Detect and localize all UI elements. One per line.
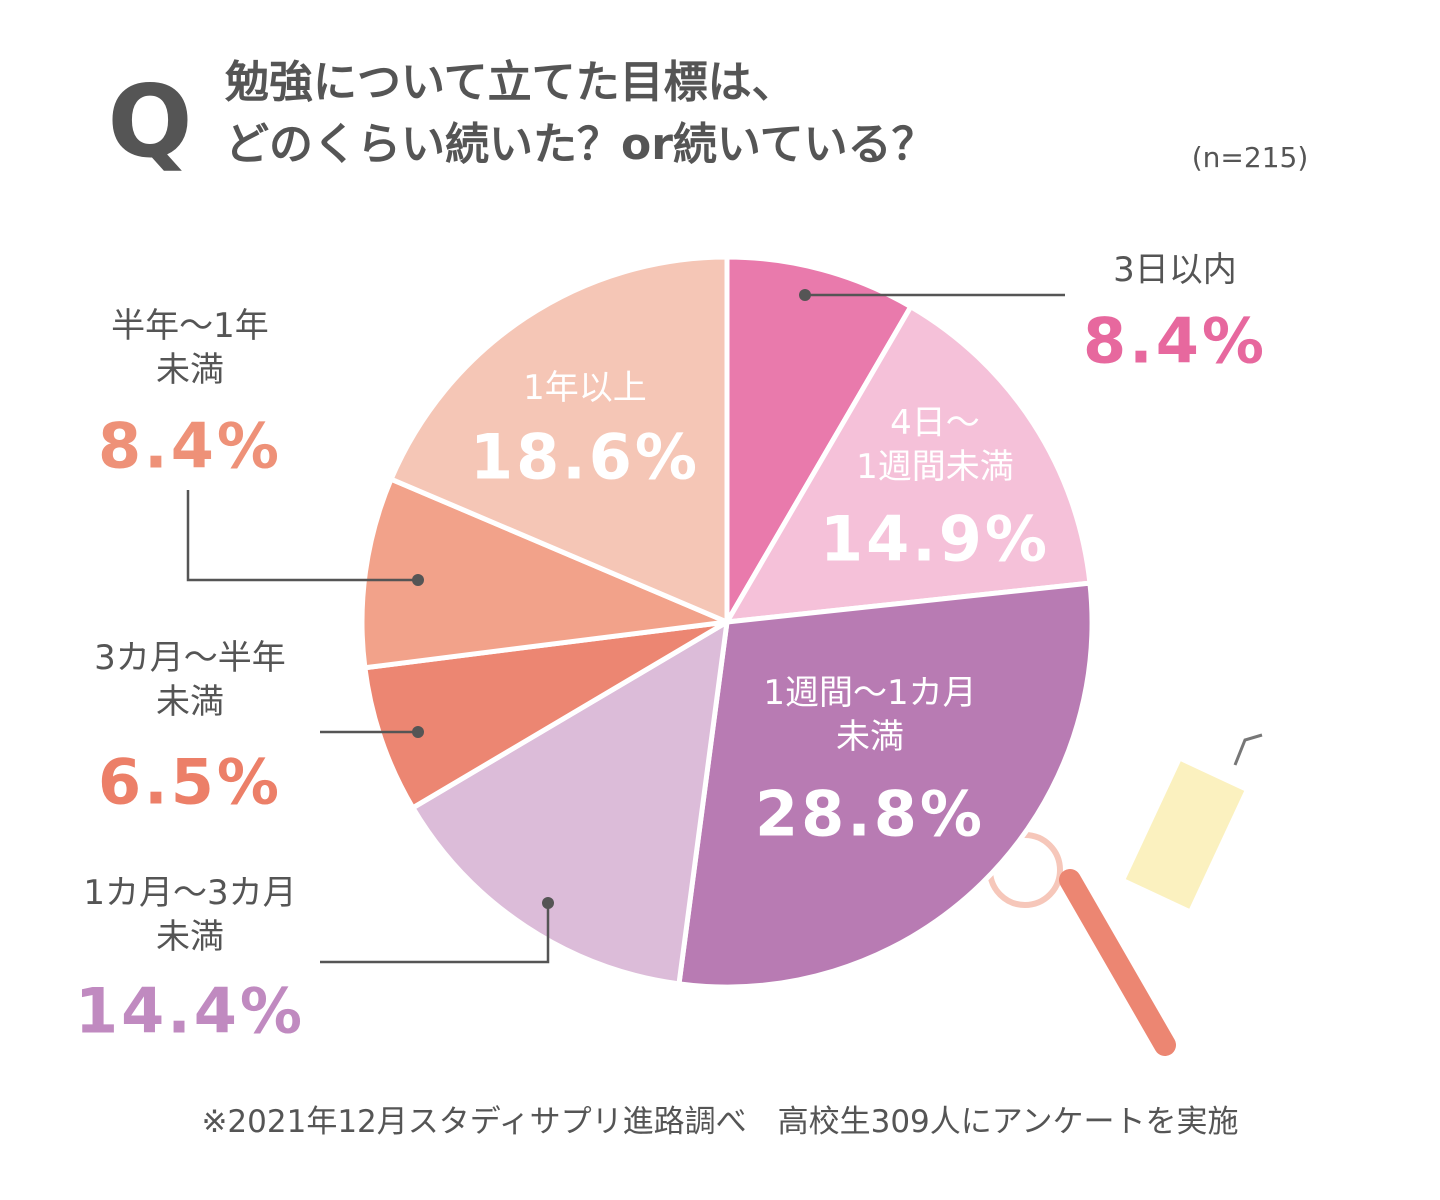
pie-slice: [676, 580, 1095, 990]
category-label: 1週間〜1カ月 未満: [763, 672, 977, 757]
category-label: 4日〜 1週間未満: [856, 402, 1014, 487]
pie-slice: [724, 304, 1093, 625]
leader-line: [186, 490, 418, 582]
tag-string: [1233, 733, 1263, 766]
value-label: 14.4%: [74, 974, 306, 1048]
tag-icon: [1125, 761, 1245, 909]
pie-slice: [388, 254, 730, 625]
value-label: 6.5%: [98, 745, 282, 819]
value-label: 28.8%: [754, 777, 986, 851]
value-label: 8.4%: [1083, 304, 1267, 378]
leader-dot: [412, 574, 424, 586]
value-label: 18.6%: [469, 420, 701, 494]
footnote: ※2021年12月スタディサプリ進路調べ 高校生309人にアンケートを実施: [201, 1103, 1239, 1140]
pie-slice: [362, 619, 730, 811]
pie-slice: [724, 254, 914, 625]
pie-slice: [410, 619, 730, 987]
pen: [1059, 869, 1176, 1056]
category-label: 3日以内: [1113, 249, 1237, 290]
value-label: 14.9%: [819, 502, 1051, 576]
pie-slice: [359, 476, 730, 671]
category-label: 1年以上: [523, 367, 647, 408]
chart-title: 勉強について立てた目標は、 どのくらい続いた？or続いている？: [225, 57, 936, 170]
category-label: 半年〜1年 未満: [111, 305, 269, 390]
leader-dot: [799, 289, 811, 301]
leader-line: [320, 903, 550, 964]
category-label: 1カ月〜3カ月 未満: [83, 872, 297, 957]
leader-dot: [412, 726, 424, 738]
category-label: 3カ月〜半年 未満: [94, 637, 286, 722]
subtitle: (n=215): [1191, 140, 1309, 174]
q-mark: Q: [107, 63, 193, 180]
value-label: 8.4%: [98, 409, 282, 483]
leader-dot: [542, 897, 554, 909]
